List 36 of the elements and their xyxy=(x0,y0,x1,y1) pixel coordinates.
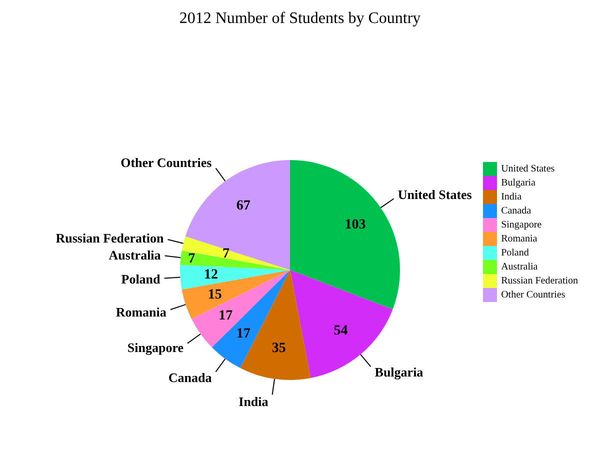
data-label: 54 xyxy=(334,323,348,338)
pie-slice xyxy=(290,160,400,310)
data-label: 17 xyxy=(218,308,233,324)
slice-label: Poland xyxy=(121,271,162,286)
data-label: 7 xyxy=(222,246,230,262)
legend-label: Russian Federation xyxy=(501,274,578,286)
pie-slice xyxy=(182,236,290,270)
legend-label: Other Countries xyxy=(501,288,566,300)
pie-slice xyxy=(182,270,290,319)
data-label: 35 xyxy=(272,340,286,356)
slice-label: Romania xyxy=(116,304,167,320)
legend-label: Bulgaria xyxy=(501,176,536,188)
slice-label: Singapore xyxy=(127,340,184,355)
data-label: 17 xyxy=(236,326,250,342)
pie-slice xyxy=(180,264,290,290)
slice-label: Russian Federation xyxy=(56,230,165,246)
legend-label: Poland xyxy=(501,246,529,258)
slice-label: Bulgaria xyxy=(374,364,424,380)
legend-label: India xyxy=(501,190,522,202)
data-label: 15 xyxy=(208,287,222,302)
chart-title: 2012 Number of Students by Country xyxy=(178,10,422,28)
pie-slice xyxy=(180,250,290,270)
legend-label: Singapore xyxy=(501,218,542,230)
legend-label: Australia xyxy=(501,260,538,272)
data-label: 12 xyxy=(204,268,218,283)
legend-label: Canada xyxy=(501,204,532,216)
slice-label: Canada xyxy=(168,370,212,385)
data-label: 7 xyxy=(188,251,196,266)
data-label: 103 xyxy=(344,218,366,233)
slice-label: Australia xyxy=(108,248,162,263)
legend-label: Romania xyxy=(501,232,538,244)
data-label: 67 xyxy=(236,198,250,214)
legend-label: United States xyxy=(501,162,555,174)
slice-label: India xyxy=(238,394,269,410)
slice-label: United States xyxy=(398,187,472,202)
slice-label: Other Countries xyxy=(120,155,212,170)
